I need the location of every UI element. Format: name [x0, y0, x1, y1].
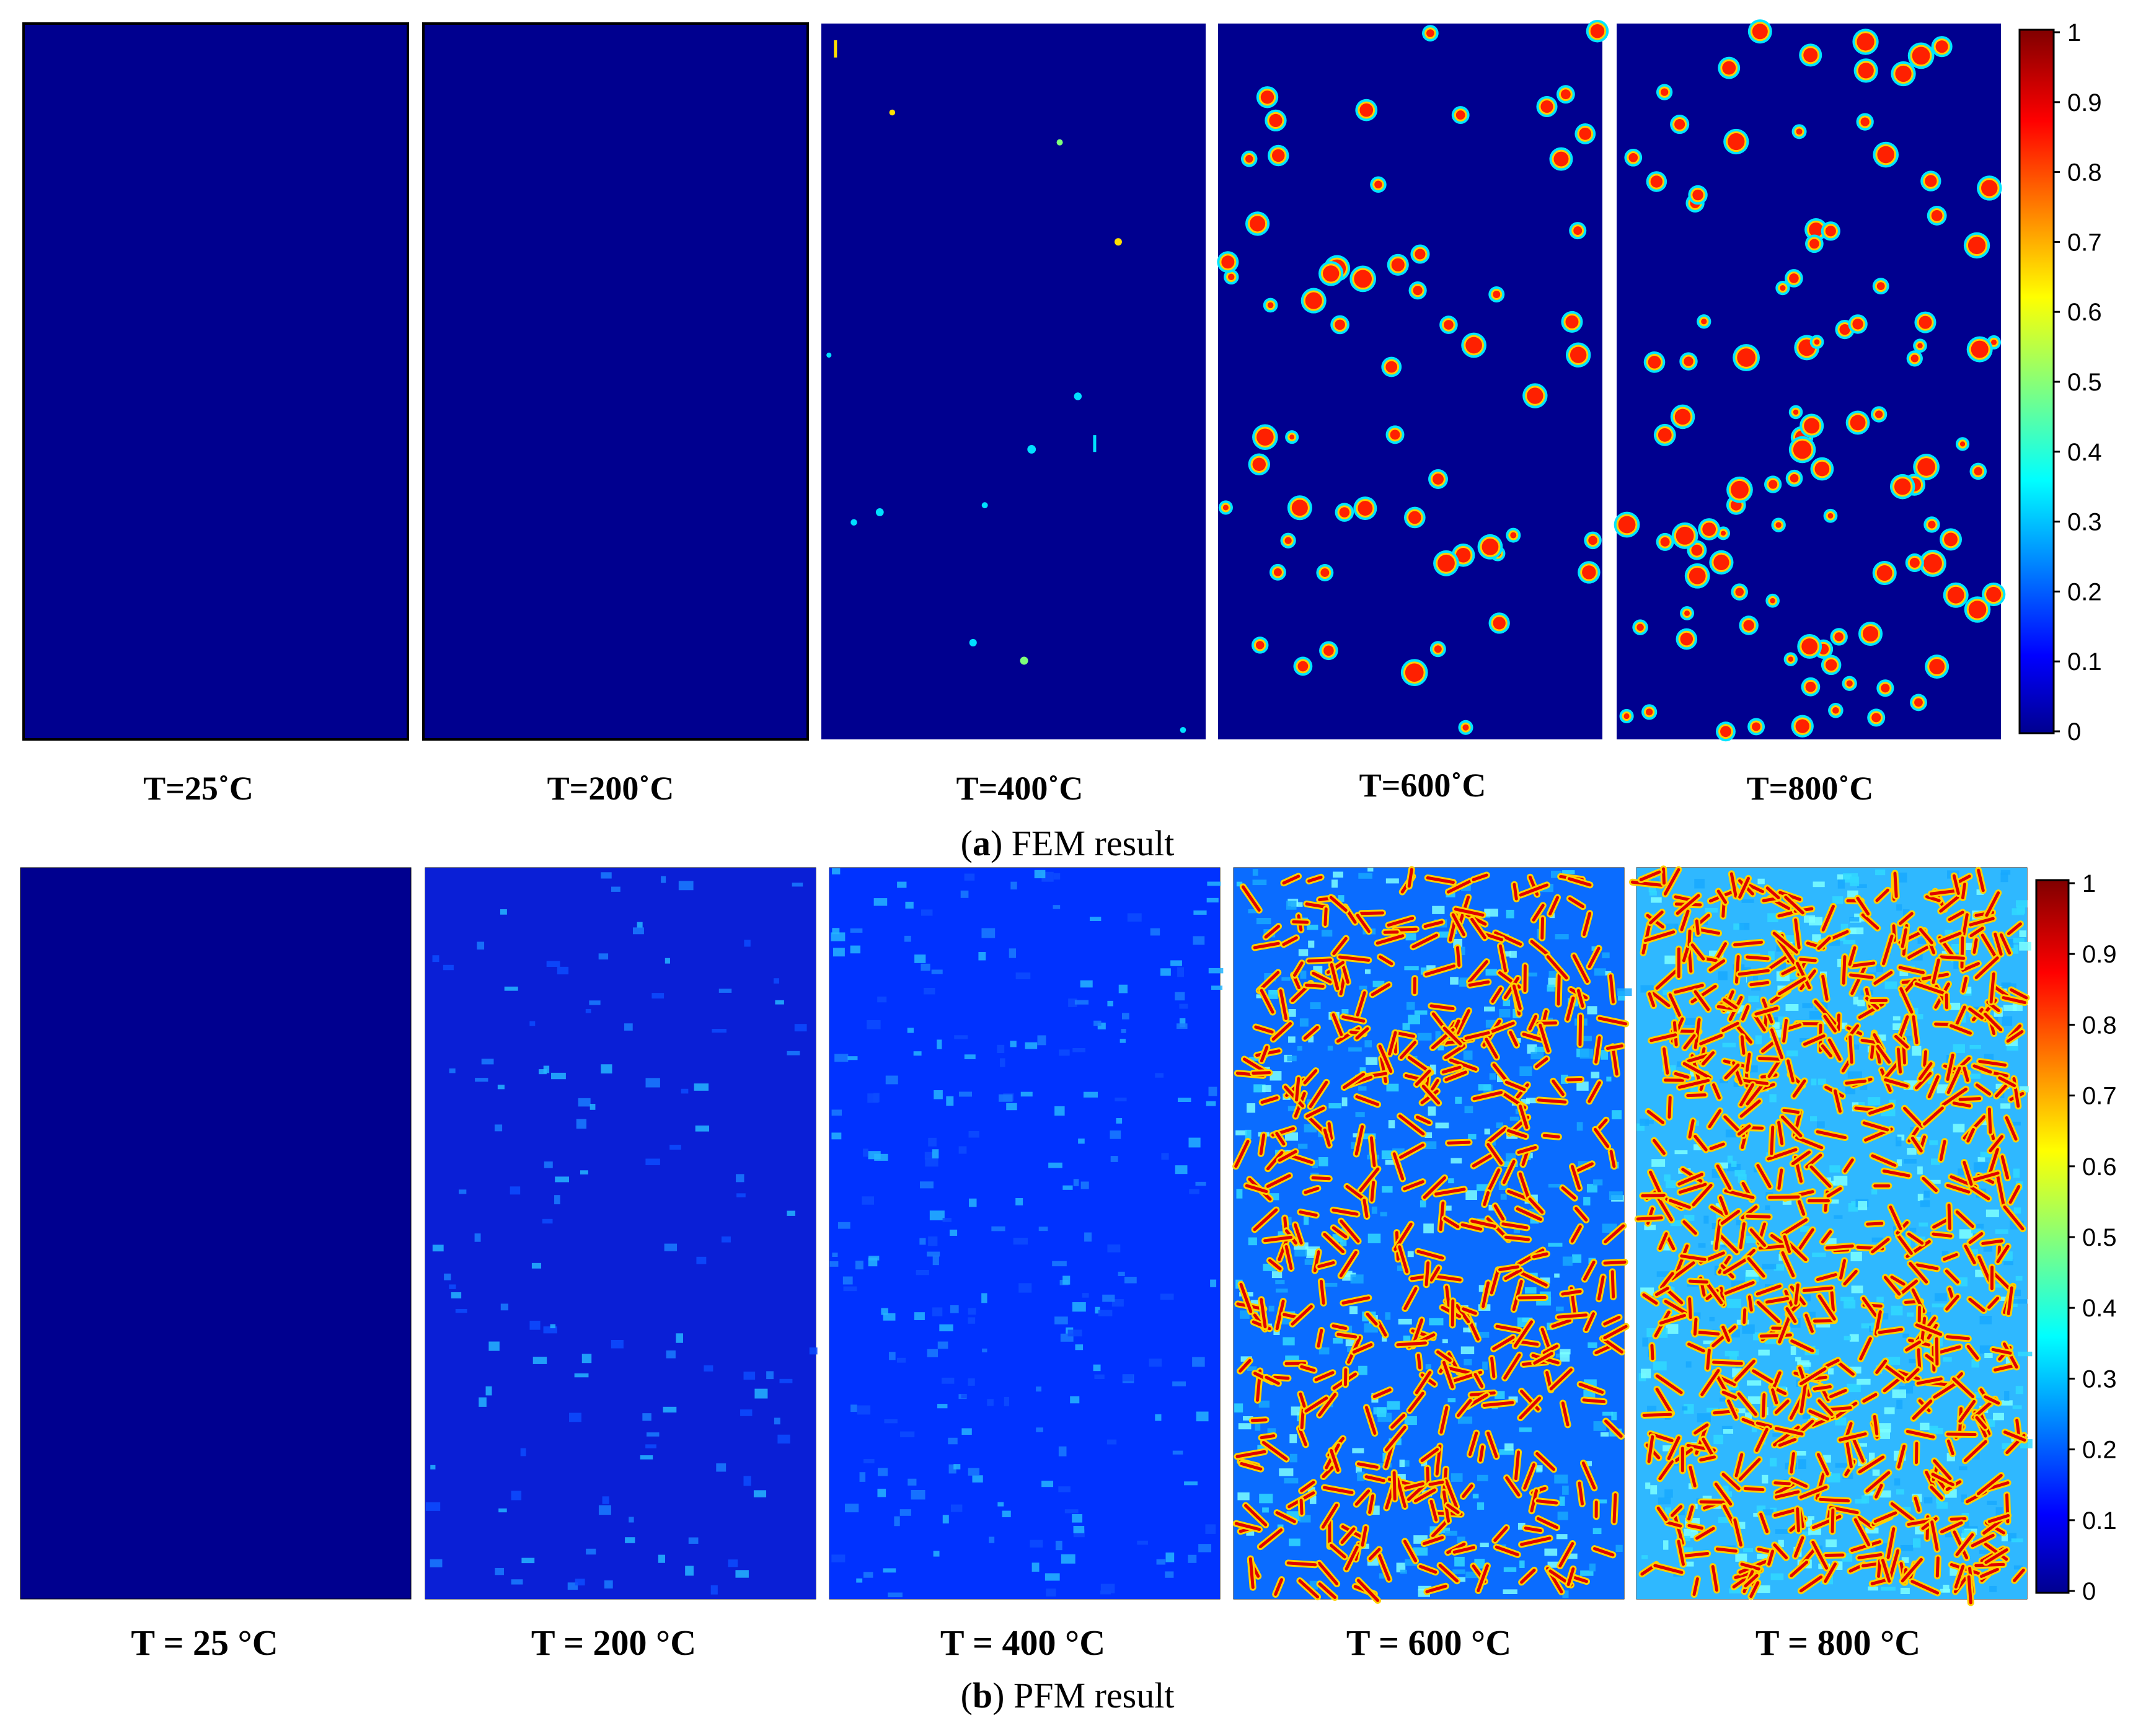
label-fem-400: T=400˚C	[956, 770, 1084, 807]
colorbar-tick-label: 0.5	[2082, 1224, 2117, 1251]
caption-pfm: (b) PFM result	[961, 1675, 1175, 1716]
colorbar-tick-label: 0.1	[2067, 648, 2102, 676]
label-fem-25: T=25˚C	[143, 770, 254, 807]
colorbar-tick-label: 0.5	[2067, 369, 2102, 396]
colorbar-tick-label: 0.1	[2082, 1507, 2117, 1535]
panels-pfm	[20, 865, 2033, 1606]
fem-panel-2	[422, 22, 809, 741]
colorbar-tick-label: 0.4	[2067, 439, 2102, 466]
colorbar-tick-label: 1	[2082, 870, 2096, 897]
fem-panel-5	[1614, 19, 2006, 742]
panel-labels-fem: T=25˚C T=200˚C T=400˚C T=600˚C T=800˚C	[143, 767, 1873, 807]
label-fem-800: T=800˚C	[1747, 770, 1874, 807]
label-pfm-600: T = 600 °C	[1346, 1623, 1511, 1663]
colorbar-tick-label: 0.9	[2067, 89, 2102, 117]
panel-labels-pfm: T = 25 °C T = 200 °C T = 400 °C T = 600 …	[131, 1623, 1920, 1663]
colorbar-tick-label: 0	[2067, 718, 2081, 746]
row-a: 1 0.9 0.8 0.7 0.6 0.5 0.4 0.3 0.2 0.1 0 T=25˚C T=2…	[22, 19, 2102, 863]
pfm-panel-3	[829, 867, 1224, 1600]
colorbar-tick-label: 0.2	[2082, 1437, 2117, 1464]
colorbar-tick-label: 0.8	[2067, 159, 2102, 187]
colorbar-tick-label: 0.9	[2082, 941, 2117, 968]
fem-panel-3	[821, 24, 1206, 739]
colorbar-tick-label: 0.7	[2082, 1083, 2117, 1110]
label-pfm-400: T = 400 °C	[940, 1623, 1105, 1663]
colorbar-tick-label: 0.2	[2067, 578, 2102, 606]
colorbar-tick-label: 0.6	[2067, 299, 2102, 326]
pfm-panel-4	[1232, 866, 1632, 1604]
label-fem-600: T=600˚C	[1359, 767, 1486, 804]
colorbar-tick-label: 0.3	[2067, 509, 2102, 536]
colorbar-tick-label: 0.8	[2082, 1011, 2117, 1039]
colorbar-tick-label: 0.4	[2082, 1295, 2117, 1322]
colorbar-tick-label: 0.7	[2067, 229, 2102, 256]
row-b: 1 0.9 0.8 0.7 0.6 0.5 0.4 0.3 0.2 0.1 0 T = 25 °C …	[20, 865, 2117, 1716]
caption-fem: (a) FEM result	[961, 823, 1175, 863]
label-pfm-200: T = 200 °C	[531, 1623, 696, 1663]
colorbar-tick-label: 0.6	[2082, 1153, 2117, 1181]
colorbar-fem: 1 0.9 0.8 0.7 0.6 0.5 0.4 0.3 0.2 0.1 0	[2018, 19, 2102, 746]
fem-panel-1	[22, 22, 409, 741]
label-pfm-800: T = 800 °C	[1755, 1623, 1920, 1663]
pfm-panel-5	[1628, 865, 2033, 1606]
fem-panel-4	[1217, 19, 1609, 739]
colorbar-tick-label: 1	[2067, 19, 2081, 46]
panels-fem	[22, 19, 2006, 742]
pfm-panel-2	[425, 867, 818, 1600]
colorbar-tick-label: 0	[2082, 1578, 2096, 1605]
colorbar-tick-label: 0.3	[2082, 1365, 2117, 1393]
label-pfm-25: T = 25 °C	[131, 1623, 278, 1663]
colorbar-pfm: 1 0.9 0.8 0.7 0.6 0.5 0.4 0.3 0.2 0.1 0	[2035, 870, 2117, 1605]
label-fem-200: T=200˚C	[547, 770, 674, 807]
pfm-panel-1	[20, 867, 412, 1600]
